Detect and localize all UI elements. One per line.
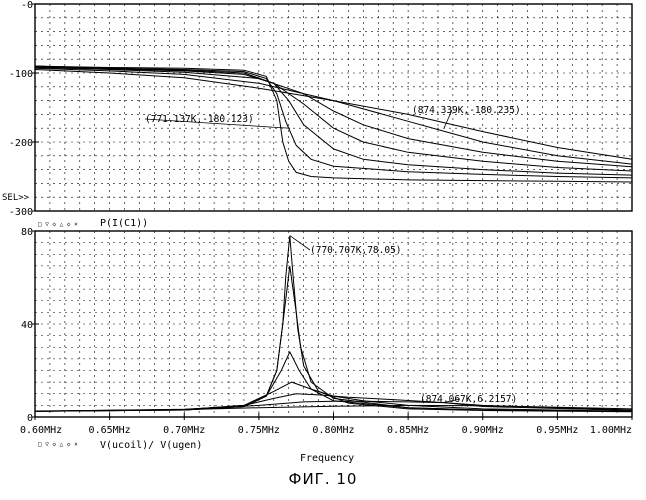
cursor-label: SEL>> <box>2 193 30 203</box>
x-tick-label: 0.65MHz <box>89 425 131 436</box>
y-tick-label: -200 <box>9 138 33 149</box>
x-tick-label: 0.95MHz <box>536 425 578 436</box>
annotation-label: (771.137K,-180.123) <box>145 114 254 125</box>
series-line <box>35 266 632 412</box>
y-tick-label: 0 <box>27 413 33 424</box>
x-tick-label: 0.60MHz <box>20 425 62 436</box>
bottom-trace-label: V(ucoil)/ V(ugen) <box>100 440 202 451</box>
y-tick-label: -0 <box>21 0 33 11</box>
plot-frame <box>35 231 632 417</box>
y-tick-label: 80 <box>21 227 33 238</box>
trace-markers: □ ▽ ◇ △ ◇ × <box>38 441 78 448</box>
y-tick-label: 40 <box>21 320 33 331</box>
figure-caption: ФИГ. 10 <box>0 470 646 488</box>
y-tick-label: -100 <box>9 69 33 80</box>
x-tick-label: 1.00MHz <box>590 425 632 436</box>
x-axis-label: Frequency <box>300 453 354 464</box>
trace-label: P(I(C1)) <box>100 218 148 229</box>
series-line <box>35 394 632 411</box>
annotation-label: (874.339K,-180.235) <box>412 105 521 116</box>
y-tick-label: -300 <box>9 207 33 218</box>
x-tick-label: 0.75MHz <box>238 425 280 436</box>
current-plot-panel: 80 40 0 (770.707K,78.05) (874.067K,6.2157) P(… <box>20 218 632 451</box>
trace-markers: □ ▽ ◇ △ ◇ × <box>38 221 78 228</box>
annotation-label: (874.067K,6.2157) <box>420 394 517 405</box>
x-tick-label: 0.90MHz <box>462 425 504 436</box>
x-tick-label: 0.70MHz <box>163 425 205 436</box>
annotation-label: (770.707K,78.05) <box>310 245 402 256</box>
x-tick-label: 0.85MHz <box>387 425 429 436</box>
phase-plot-panel: -0 -100 -200 -300 (771.137K,-180.123) (874.33… <box>2 0 632 218</box>
x-tick-label: 0.80MHz <box>312 425 354 436</box>
